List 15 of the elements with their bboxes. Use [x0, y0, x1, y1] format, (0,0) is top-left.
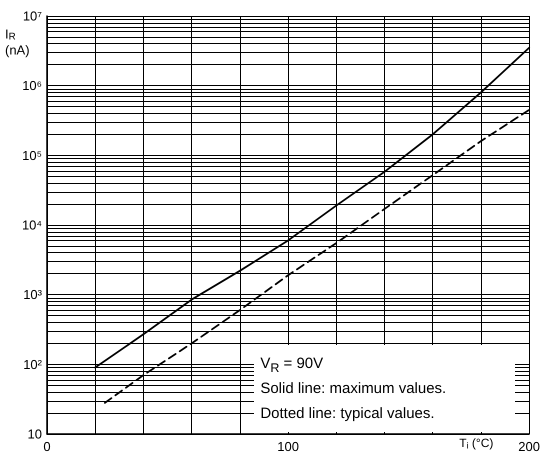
y-tick-label: 10: [28, 426, 42, 442]
x-axis-title: Ti (°C): [459, 436, 494, 450]
y-tick-label: 10³: [23, 287, 43, 302]
annotation: Solid line: maximum values.: [260, 379, 448, 399]
note-box: V$_{R}$ = 90V Solid line: maximum values. Dotted line: typical values.: [254, 345, 515, 432]
y-tick-label: 10⁵: [22, 148, 42, 163]
x-tick-label: 0: [43, 439, 51, 454]
x-tick-label: 200: [518, 439, 540, 454]
y-tick-label: 10⁷: [22, 8, 42, 24]
y-tick-label: 10²: [23, 356, 43, 372]
x-tick-label: 100: [277, 439, 299, 454]
y-tick-label: 10⁴: [22, 218, 42, 232]
annotation: V$_{R}$ = 90V: [260, 354, 324, 376]
annotation: Dotted line: typical values.: [260, 404, 436, 424]
y-tick-label: 10⁶: [22, 78, 42, 94]
